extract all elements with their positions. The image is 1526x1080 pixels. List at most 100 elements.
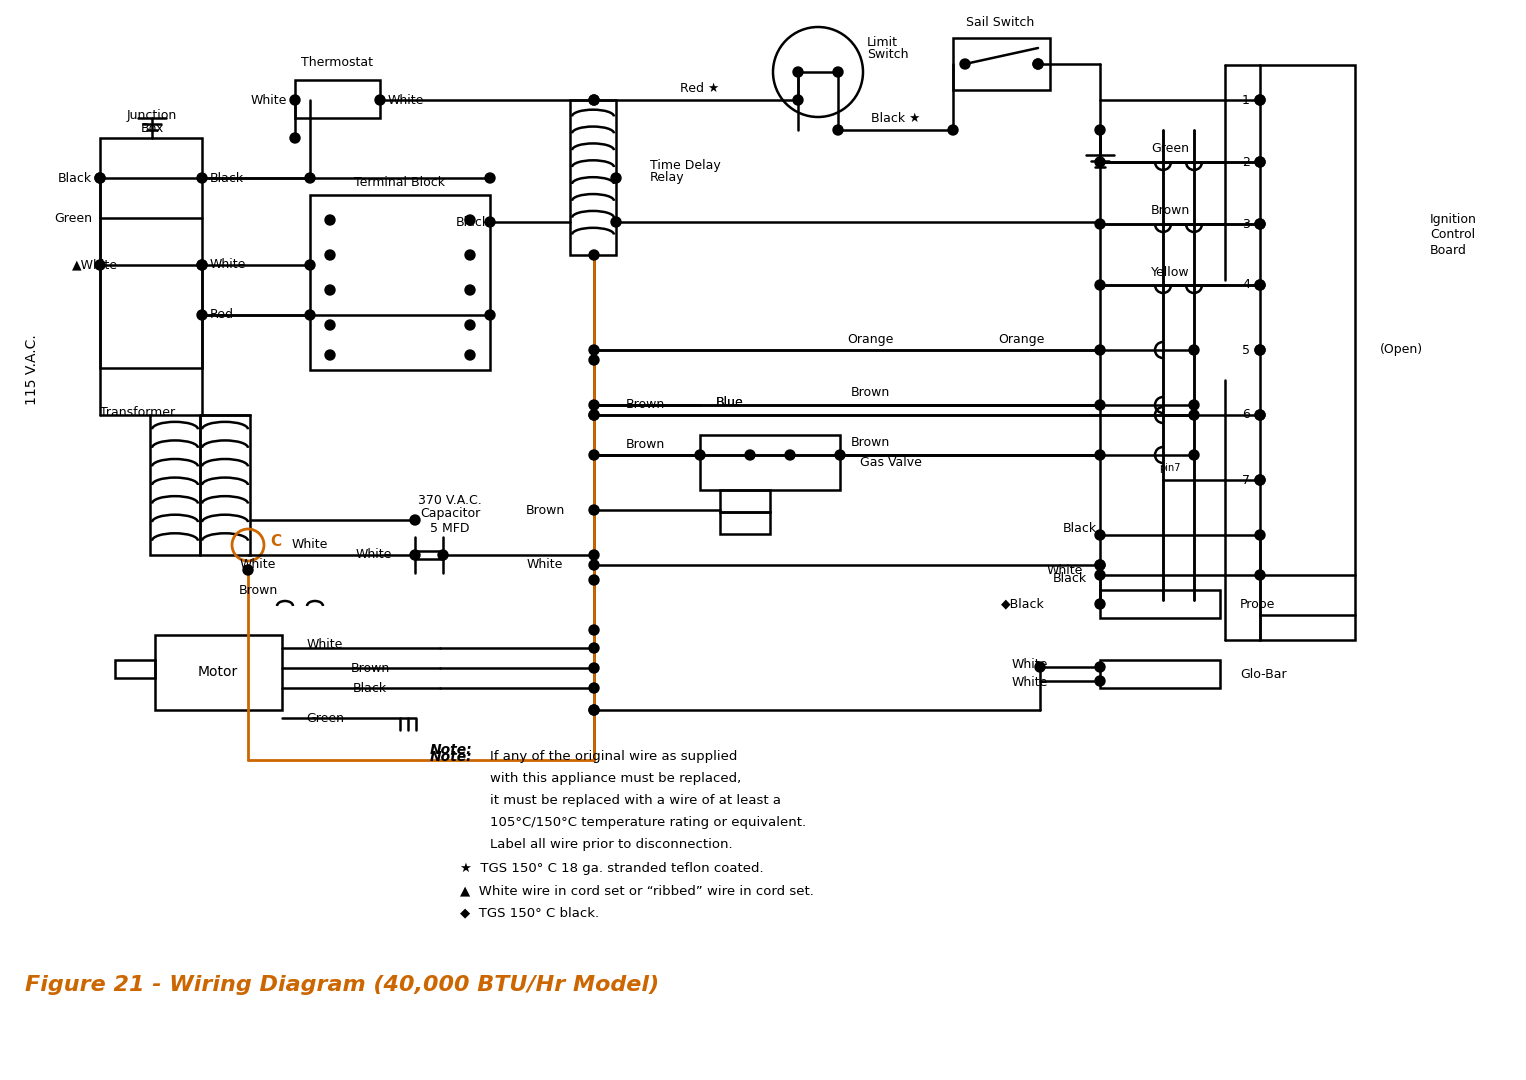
Circle shape bbox=[589, 705, 600, 715]
Circle shape bbox=[95, 260, 105, 270]
Circle shape bbox=[375, 95, 385, 105]
Text: Orange: Orange bbox=[847, 334, 893, 347]
Circle shape bbox=[1033, 59, 1042, 69]
Text: White: White bbox=[388, 94, 424, 107]
Circle shape bbox=[960, 59, 971, 69]
Circle shape bbox=[1189, 400, 1199, 410]
Circle shape bbox=[1254, 530, 1265, 540]
Text: Probe: Probe bbox=[1241, 597, 1276, 610]
Text: Yellow: Yellow bbox=[1151, 266, 1189, 279]
Text: White: White bbox=[240, 558, 276, 571]
Circle shape bbox=[1096, 530, 1105, 540]
Circle shape bbox=[1254, 95, 1265, 105]
Text: 105°C/150°C temperature rating or equivalent.: 105°C/150°C temperature rating or equiva… bbox=[490, 816, 806, 829]
Text: White: White bbox=[250, 94, 287, 107]
Text: Black ★: Black ★ bbox=[871, 111, 920, 124]
Circle shape bbox=[1096, 280, 1105, 291]
Circle shape bbox=[589, 410, 600, 420]
Circle shape bbox=[589, 561, 600, 570]
Bar bbox=[150, 415, 200, 555]
Text: it must be replaced with a wire of at least a: it must be replaced with a wire of at le… bbox=[490, 794, 781, 807]
Circle shape bbox=[465, 215, 475, 225]
Text: White: White bbox=[356, 549, 392, 562]
Circle shape bbox=[325, 350, 336, 360]
Circle shape bbox=[589, 95, 600, 105]
Circle shape bbox=[410, 550, 420, 561]
Circle shape bbox=[1096, 450, 1105, 460]
Text: Green: Green bbox=[307, 712, 343, 725]
Circle shape bbox=[1096, 157, 1105, 167]
Text: Red ★: Red ★ bbox=[681, 81, 720, 94]
Text: Board: Board bbox=[1430, 243, 1466, 256]
Circle shape bbox=[95, 173, 105, 183]
Text: ▲White: ▲White bbox=[72, 258, 118, 271]
Text: Thermostat: Thermostat bbox=[301, 56, 372, 69]
Circle shape bbox=[589, 575, 600, 585]
Circle shape bbox=[95, 173, 105, 183]
Circle shape bbox=[1033, 59, 1042, 69]
Text: White: White bbox=[291, 539, 328, 552]
Circle shape bbox=[465, 320, 475, 330]
Bar bbox=[156, 635, 282, 710]
Text: Motor: Motor bbox=[198, 665, 238, 679]
Circle shape bbox=[589, 345, 600, 355]
Circle shape bbox=[589, 95, 600, 105]
Text: Time Delay: Time Delay bbox=[650, 159, 720, 172]
Text: Brown: Brown bbox=[238, 583, 278, 596]
Bar bbox=[295, 80, 380, 118]
Circle shape bbox=[589, 400, 600, 410]
Circle shape bbox=[465, 249, 475, 260]
Text: Sail Switch: Sail Switch bbox=[966, 15, 1035, 28]
Text: 370 V.A.C.: 370 V.A.C. bbox=[418, 494, 482, 507]
Circle shape bbox=[1189, 410, 1199, 420]
Text: Black: Black bbox=[58, 172, 92, 185]
Text: White: White bbox=[1047, 564, 1083, 577]
Text: C: C bbox=[270, 535, 281, 550]
Circle shape bbox=[589, 505, 600, 515]
Text: Label all wire prior to disconnection.: Label all wire prior to disconnection. bbox=[490, 838, 732, 851]
Text: 115 V.A.C.: 115 V.A.C. bbox=[24, 335, 40, 405]
Circle shape bbox=[1254, 280, 1265, 291]
Circle shape bbox=[197, 310, 208, 320]
Circle shape bbox=[948, 125, 958, 135]
Circle shape bbox=[794, 67, 803, 77]
Text: Limit: Limit bbox=[867, 36, 897, 49]
Circle shape bbox=[1096, 570, 1105, 580]
Circle shape bbox=[290, 95, 301, 105]
Text: Terminal Block: Terminal Block bbox=[354, 176, 446, 189]
Circle shape bbox=[325, 249, 336, 260]
Circle shape bbox=[1254, 570, 1265, 580]
Circle shape bbox=[589, 705, 600, 715]
Circle shape bbox=[485, 310, 494, 320]
Circle shape bbox=[1096, 345, 1105, 355]
Text: White: White bbox=[211, 258, 246, 271]
Circle shape bbox=[1096, 125, 1105, 135]
Circle shape bbox=[485, 217, 494, 227]
Circle shape bbox=[305, 173, 314, 183]
Text: ▲  White wire in cord set or “ribbed” wire in cord set.: ▲ White wire in cord set or “ribbed” wir… bbox=[459, 885, 813, 897]
Circle shape bbox=[1254, 219, 1265, 229]
Text: Black: Black bbox=[1064, 522, 1097, 535]
Text: Note:: Note: bbox=[430, 750, 473, 764]
Text: Brown: Brown bbox=[1151, 203, 1190, 216]
Text: ◆Black: ◆Black bbox=[1001, 597, 1045, 610]
Text: 7: 7 bbox=[1242, 473, 1250, 486]
Circle shape bbox=[784, 450, 795, 460]
Circle shape bbox=[197, 260, 208, 270]
Circle shape bbox=[1189, 345, 1199, 355]
Text: Black: Black bbox=[211, 172, 244, 185]
Text: 1: 1 bbox=[1242, 94, 1250, 107]
Circle shape bbox=[1096, 676, 1105, 686]
Circle shape bbox=[243, 565, 253, 575]
Text: Ignition: Ignition bbox=[1430, 214, 1477, 227]
Text: Control: Control bbox=[1430, 229, 1476, 242]
Text: White: White bbox=[1012, 659, 1048, 672]
Circle shape bbox=[438, 550, 449, 561]
Text: Red: Red bbox=[211, 309, 233, 322]
Bar bbox=[114, 660, 156, 678]
Text: White: White bbox=[1012, 675, 1048, 689]
Text: Box: Box bbox=[140, 121, 163, 135]
Bar bbox=[101, 138, 201, 368]
Text: White: White bbox=[307, 638, 343, 651]
Circle shape bbox=[833, 125, 842, 135]
